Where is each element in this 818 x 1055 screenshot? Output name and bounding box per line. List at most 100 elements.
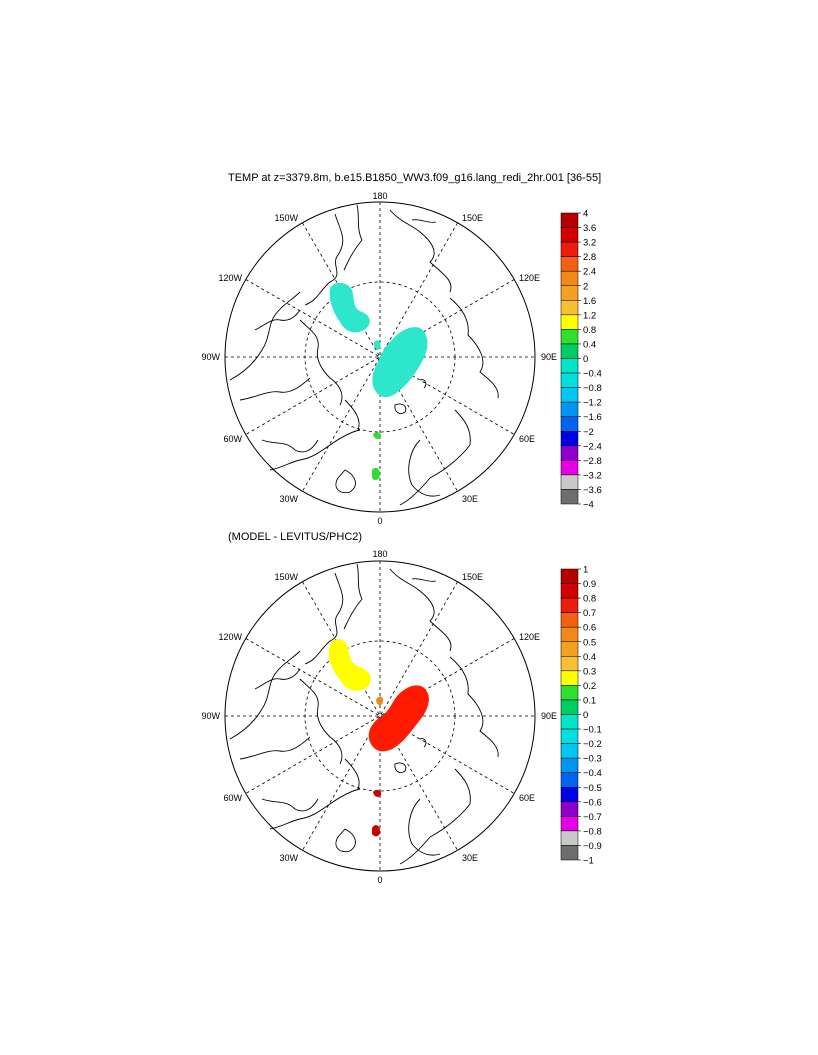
colorbar-tick-label: 0.1 <box>583 695 596 706</box>
lomonosov-patch <box>376 696 384 706</box>
colorbar-tick-label: 0.3 <box>583 666 596 677</box>
colorbar-tick-label: −3.6 <box>583 485 602 496</box>
colorbar-tick-label: 0 <box>583 354 588 365</box>
colorbar-swatch <box>560 830 579 846</box>
colorbar-swatch <box>560 401 579 417</box>
colorbar-swatch <box>560 387 579 403</box>
colorbar-swatch <box>560 699 579 715</box>
lon-label-180: 180 <box>372 549 387 559</box>
panel2-colorbar: 1 0.9 0.8 0.7 0.6 0.5 0.4 0.3 0.2 0.1 0 −0.1 −0.2 −0.… <box>560 565 602 867</box>
colorbar-swatch <box>560 343 579 359</box>
eurasian-basin-patch <box>368 685 429 752</box>
colorbar-swatch <box>560 612 579 628</box>
colorbar-tick-label: −1.2 <box>583 398 602 409</box>
colorbar-swatch <box>560 489 579 505</box>
colorbar-swatch <box>560 372 579 388</box>
colorbar-tick-label: −0.9 <box>583 841 602 852</box>
panel1-map-boundary <box>224 201 536 513</box>
fram-strait-patch <box>373 789 382 797</box>
colorbar-tick-label: 3.2 <box>583 238 596 249</box>
colorbar-tick-label: −0.8 <box>583 826 602 837</box>
colorbar-swatch <box>560 728 579 744</box>
colorbar-swatch <box>560 416 579 432</box>
lon-label-180: 180 <box>372 191 387 201</box>
colorbar-tick-label: 0.8 <box>583 325 596 336</box>
panel2-data-patches <box>328 639 429 837</box>
colorbar-tick-label: 1.2 <box>583 310 596 321</box>
lon-label-60w: 60W <box>223 793 242 803</box>
panel2-lon-labels: 180 0 90W 90E 150W 120W 150E 120E 60W 30… <box>201 549 557 885</box>
lon-label-120e: 120E <box>519 273 540 283</box>
colorbar-swatch <box>560 329 579 345</box>
colorbar-tick-label: 0.9 <box>583 579 596 590</box>
lon-label-60w: 60W <box>223 434 242 444</box>
colorbar-tick-label: −0.4 <box>583 369 602 380</box>
colorbar-tick-label: 0 <box>583 710 588 721</box>
colorbar-tick-label: −0.2 <box>583 739 602 750</box>
colorbar-tick-label: 0.6 <box>583 623 596 634</box>
lon-label-0: 0 <box>377 875 382 885</box>
colorbar-tick-label: 1.6 <box>583 296 596 307</box>
colorbar-swatch <box>560 714 579 730</box>
panel2-map-boundary <box>224 560 536 872</box>
panel1-data-patches <box>329 282 428 481</box>
colorbar-swatch <box>560 474 579 490</box>
lon-label-60e: 60E <box>519 434 535 444</box>
colorbar-tick-label: −3.2 <box>583 470 602 481</box>
colorbar-tick-label: −0.5 <box>583 783 602 794</box>
colorbar-tick-label: −0.8 <box>583 383 602 394</box>
colorbar-tick-label: −0.3 <box>583 754 602 765</box>
colorbar-swatch <box>560 757 579 773</box>
colorbar-swatch <box>560 641 579 657</box>
lon-label-60e: 60E <box>519 793 535 803</box>
colorbar-tick-label: 0.8 <box>583 594 596 605</box>
colorbar-swatch <box>560 656 579 672</box>
lon-label-150w: 150W <box>274 213 298 223</box>
lon-label-150e: 150E <box>462 572 483 582</box>
colorbar-swatch <box>560 801 579 817</box>
colorbar-swatch <box>560 285 579 301</box>
lon-label-0: 0 <box>377 516 382 526</box>
colorbar-tick-label: 0.5 <box>583 637 596 648</box>
colorbar-swatch <box>560 270 579 287</box>
colorbar-swatch <box>560 597 579 613</box>
lon-label-30e: 30E <box>462 494 478 504</box>
colorbar-swatch <box>560 314 579 330</box>
colorbar-tick-label: −2.8 <box>583 456 602 467</box>
lon-label-90w: 90W <box>201 711 220 721</box>
colorbar-swatch <box>560 568 579 584</box>
eurasian-basin-inner <box>374 340 381 350</box>
colorbar-tick-label: 2 <box>583 281 588 292</box>
lon-label-150e: 150E <box>462 213 483 223</box>
fram-strait-patch <box>373 432 382 439</box>
colorbar-tick-label: −1 <box>583 856 594 867</box>
colorbar-swatch <box>560 358 579 374</box>
eurasian-basin-patch <box>372 327 428 398</box>
lon-label-120w: 120W <box>218 632 242 642</box>
colorbar-swatch <box>560 300 579 316</box>
colorbar-tick-label: 0.4 <box>583 339 596 350</box>
colorbar-tick-label: −4 <box>583 500 594 511</box>
colorbar-swatch <box>560 583 579 599</box>
colorbar-swatch <box>560 626 579 643</box>
colorbar-swatch <box>560 787 579 803</box>
lon-label-30w: 30W <box>279 494 298 504</box>
colorbar-tick-label: −2 <box>583 427 594 438</box>
panel2-map: 180 0 90W 90E 150W 120W 150E 120E 60W 30… <box>201 549 557 885</box>
colorbar-swatch <box>560 241 579 257</box>
colorbar-tick-label: −0.6 <box>583 797 602 808</box>
colorbar-swatch <box>560 670 579 686</box>
colorbar-swatch <box>560 772 579 788</box>
colorbar-tick-label: −0.4 <box>583 768 602 779</box>
colorbar-tick-label: 0.2 <box>583 681 596 692</box>
lon-label-120e: 120E <box>519 632 540 642</box>
colorbar-swatch <box>560 227 579 243</box>
panel2-coastlines <box>229 563 499 865</box>
lon-label-90e: 90E <box>541 352 557 362</box>
colorbar-tick-label: 2.8 <box>583 252 596 263</box>
colorbar-swatch <box>560 685 579 701</box>
colorbar-tick-label: −0.7 <box>583 812 602 823</box>
lon-label-30e: 30E <box>462 853 478 863</box>
colorbar-tick-label: 1 <box>583 565 588 576</box>
